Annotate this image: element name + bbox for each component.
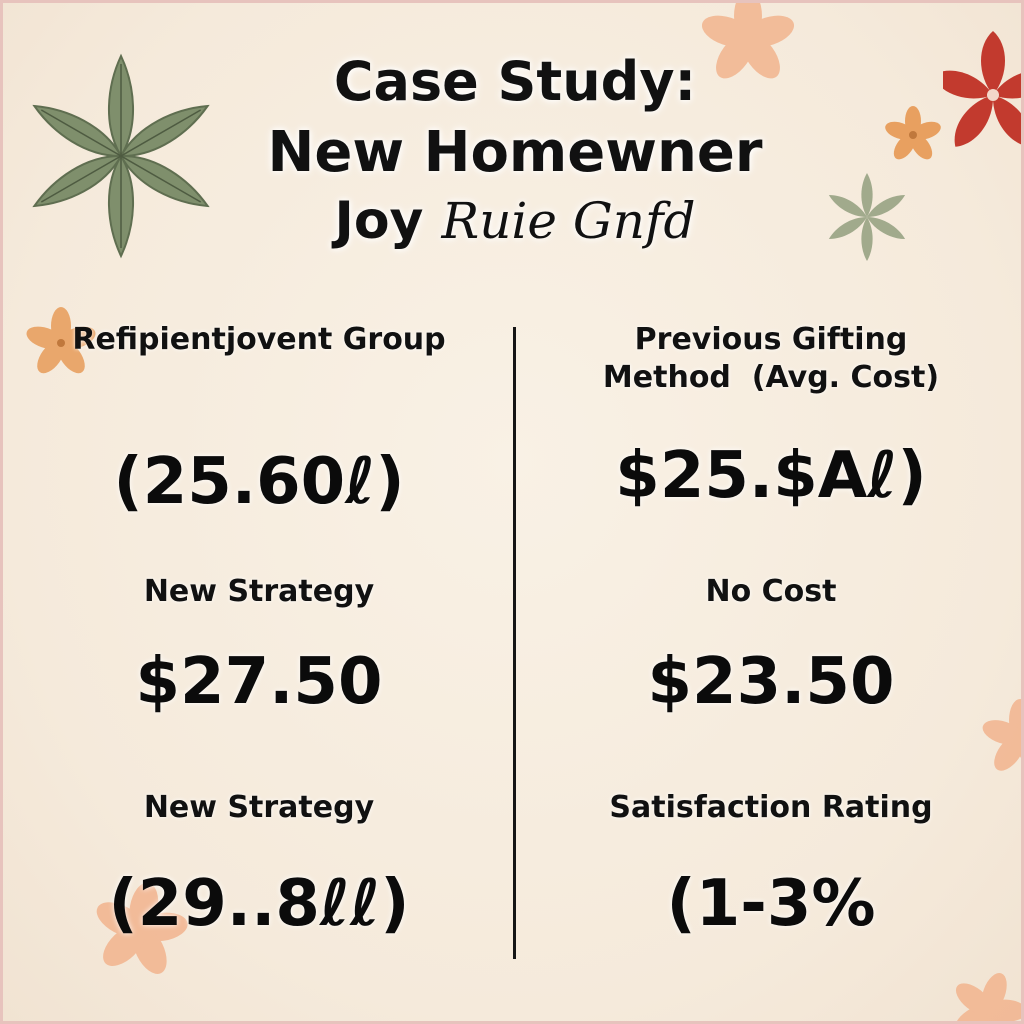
peach-flower-icon xyxy=(954,972,1021,1021)
left-bottom-label: New Strategy xyxy=(143,790,375,825)
right-bottom-label: Satisfaction Rating xyxy=(609,790,933,825)
orange-flower-icon xyxy=(885,106,941,160)
red-flower-icon xyxy=(943,31,1021,147)
title-line-3: Joy Ruie Gnfd xyxy=(3,192,1021,250)
left-mid-label: New Strategy xyxy=(143,574,375,609)
title-line-1: Case Study: xyxy=(333,50,697,113)
right-mid-value: $23.50 xyxy=(647,645,895,719)
orange-flower-icon xyxy=(26,307,96,374)
left-mid-value: $27.50 xyxy=(135,645,383,719)
right-mid-label: No Cost xyxy=(705,574,837,609)
right-header-label: Previous Gifting Method (Avg. Cost) xyxy=(571,321,971,397)
left-header-value: (25.60ℓ) xyxy=(113,445,405,519)
title-line-3-script: Ruie Gnfd xyxy=(441,192,696,250)
title-line-2: New Homewner xyxy=(267,120,763,185)
column-divider xyxy=(513,327,516,959)
title-line-3-bold: Joy xyxy=(334,191,424,251)
left-header-label: Refipientjovent Group xyxy=(72,322,446,357)
left-bottom-value: (29..8ℓℓ) xyxy=(108,867,410,941)
peach-flower-icon xyxy=(982,699,1021,771)
right-header-value: $25.$Aℓ) xyxy=(615,439,927,513)
peach-flower-icon xyxy=(96,882,188,974)
peach-flower-icon xyxy=(701,3,795,79)
right-header-label-line2: Method (Avg. Cost) xyxy=(602,360,940,395)
right-header-label-line1: Previous Gifting xyxy=(634,322,908,357)
small-green-leaf-icon xyxy=(828,173,906,261)
right-bottom-value: (1-3% xyxy=(666,867,876,941)
green-leaf-star-icon xyxy=(32,53,210,259)
